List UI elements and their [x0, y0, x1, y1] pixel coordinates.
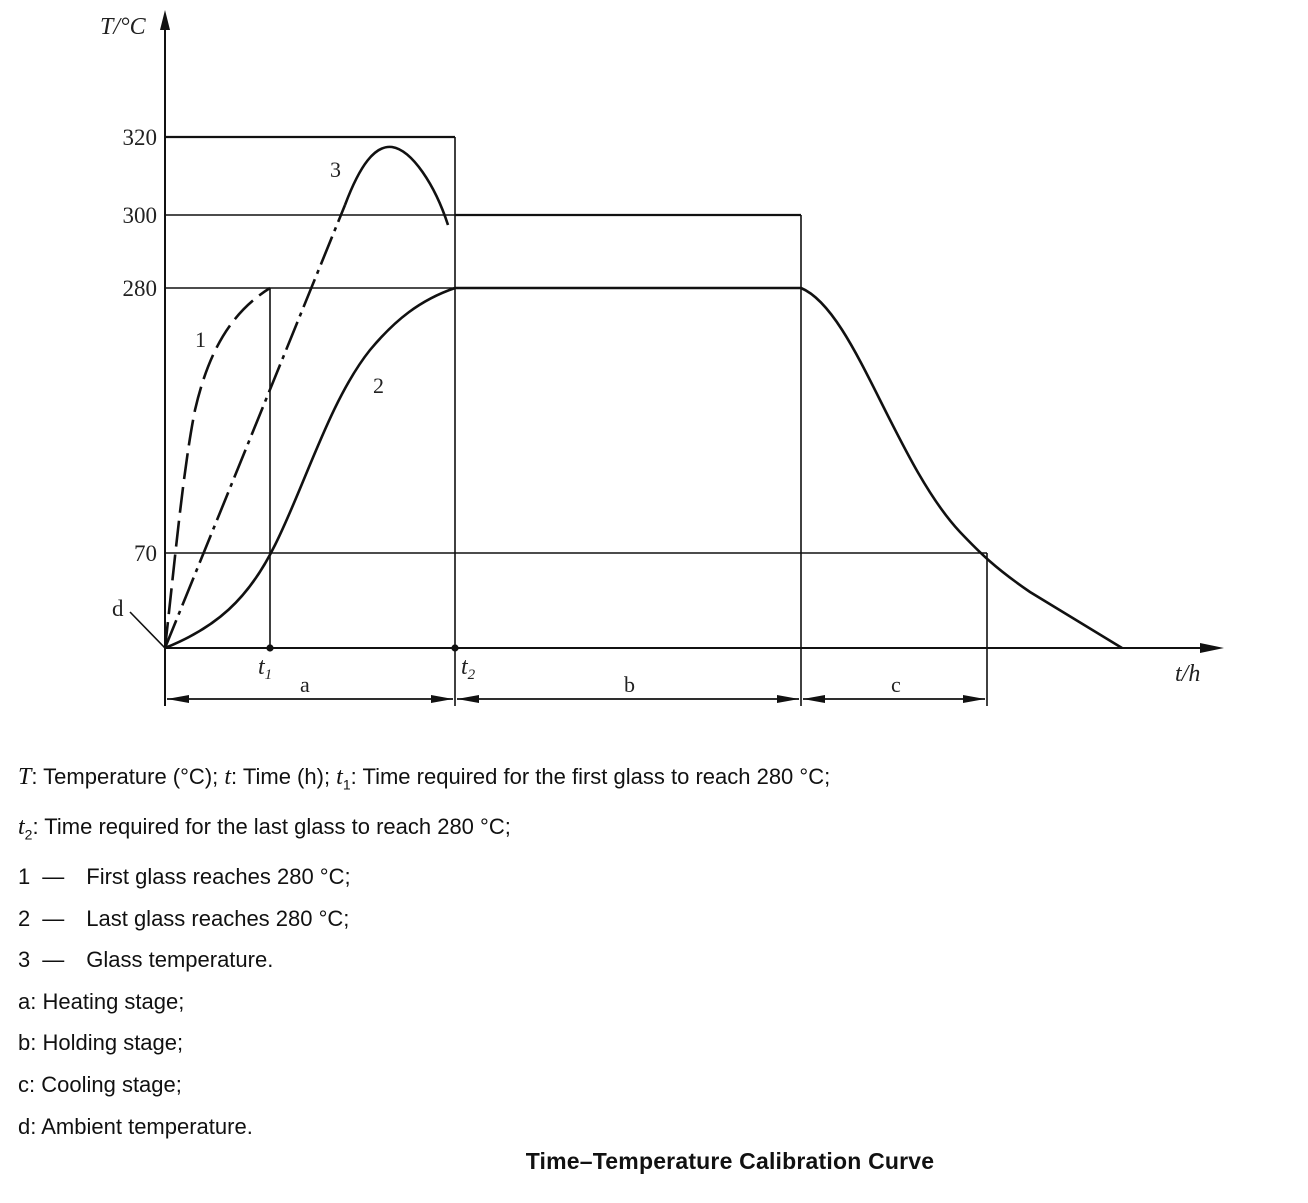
legend-item-1: 1— First glass reaches 280 °C;: [18, 863, 351, 889]
legend-stage-b: b: Holding stage;: [18, 1030, 184, 1056]
figure-caption: Time–Temperature Calibration Curve: [525, 1148, 935, 1174]
y-tick-300: 300: [123, 203, 158, 228]
series-2-curve: [164, 286, 1123, 650]
x-axis-arrow: [1200, 643, 1224, 653]
legend-line-2: t2: Time required for the last glass to …: [18, 813, 511, 843]
series-1-label: 1: [195, 327, 206, 352]
x-tick-t2: t2: [461, 654, 476, 683]
legend-item-2: 2— Last glass reaches 280 °C;: [18, 905, 350, 931]
y-tick-320: 320: [123, 125, 158, 150]
stage-label-c: c: [891, 672, 901, 697]
annotation-d: d: [112, 596, 124, 621]
legend-stage-a: a: Heating stage;: [18, 988, 185, 1014]
stage-c-arrow-right: [963, 695, 985, 703]
y-tick-70: 70: [134, 541, 157, 566]
legend: T: Temperature (°C); t: Time (h); t1: Ti…: [18, 756, 1268, 1147]
y-axis-title: T/°C: [100, 14, 147, 40]
setpoint-profile: [165, 135, 801, 217]
legend-stage-c: c: Cooling stage;: [18, 1071, 182, 1097]
stage-label-a: a: [300, 672, 310, 697]
legend-stage-d: d: Ambient temperature.: [18, 1113, 253, 1139]
stage-label-b: b: [624, 672, 635, 697]
legend-item-3: 3— Glass temperature.: [18, 947, 274, 973]
axes: [160, 10, 1224, 706]
chart: 320 300 280 70 d T/°C t/h t1 t2 a b c 1 …: [100, 10, 1224, 706]
reference-lines: [129, 136, 988, 706]
series-3-curve-peak: [343, 145, 450, 226]
x-tick-t1: t1: [258, 654, 272, 683]
t1-marker: [266, 644, 274, 652]
t2-marker: [451, 644, 459, 652]
series-1-curve: [163, 286, 271, 649]
stage-a-arrow-left: [167, 695, 189, 703]
x-axis-title: t/h: [1175, 661, 1200, 687]
y-tick-280: 280: [123, 276, 158, 301]
stage-c-arrow-left: [803, 695, 825, 703]
legend-line-1: T: Temperature (°C); t: Time (h); t1: Ti…: [18, 764, 831, 793]
series-3-label: 3: [330, 157, 341, 182]
y-axis-arrow: [160, 10, 170, 30]
stage-dimensions: [167, 695, 985, 703]
stage-b-arrow-left: [457, 695, 479, 703]
ref-line-d: [129, 611, 166, 649]
series-2-label: 2: [373, 373, 384, 398]
stage-b-arrow-right: [777, 695, 799, 703]
series-3-curve-rise: [163, 204, 347, 649]
stage-a-arrow-right: [431, 695, 453, 703]
